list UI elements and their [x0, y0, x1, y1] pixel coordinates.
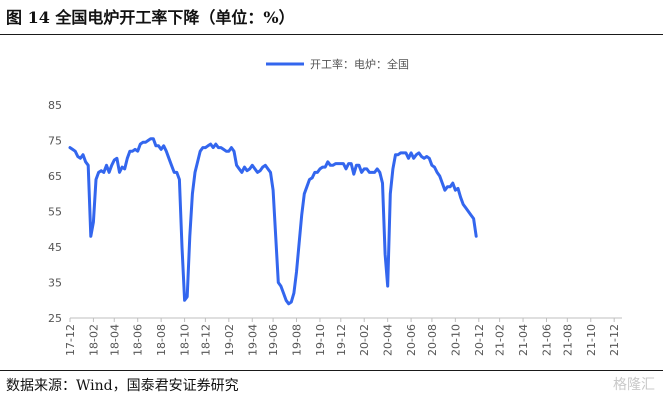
- x-tick-label: 19-06: [267, 324, 280, 356]
- y-tick-label: 65: [48, 170, 62, 183]
- x-tick-label: 17-12: [64, 324, 77, 356]
- y-tick-label: 55: [48, 206, 62, 219]
- x-tick-label: 20-04: [382, 324, 395, 356]
- x-tick-label: 21-08: [561, 324, 574, 356]
- y-tick-label: 35: [48, 277, 62, 290]
- x-tick-label: 21-12: [608, 324, 621, 356]
- bottom-rule: [0, 370, 663, 371]
- x-tick-label: 18-02: [87, 324, 100, 356]
- x-tick-label: 21-06: [540, 324, 553, 356]
- source-note: 数据来源：Wind，国泰君安证券研究: [6, 378, 239, 394]
- x-tick-label: 19-08: [291, 324, 304, 356]
- x-tick-label: 20-06: [405, 324, 418, 356]
- legend: 开工率：电炉：全国: [266, 57, 409, 71]
- x-tick-label: 20-12: [473, 324, 486, 356]
- watermark-logo: 格隆汇: [613, 377, 655, 393]
- x-tick-label: 19-12: [335, 324, 348, 356]
- y-axis: 25 35 45 55 65 75 85: [48, 99, 62, 325]
- x-tick-label: 18-06: [132, 324, 145, 356]
- top-rule: [0, 34, 663, 35]
- x-tick-label: 20-08: [426, 324, 439, 356]
- y-tick-label: 75: [48, 135, 62, 148]
- y-tick-label: 85: [48, 99, 62, 112]
- y-tick-label: 25: [48, 312, 62, 325]
- x-tick-label: 19-10: [314, 324, 327, 356]
- x-tick-label: 21-04: [517, 324, 530, 356]
- plot-area: [68, 137, 478, 306]
- y-tick-label: 45: [48, 241, 62, 254]
- x-tick-label: 19-02: [223, 324, 236, 356]
- series-line-0: [68, 137, 478, 306]
- x-tick-label: 18-04: [108, 324, 121, 356]
- x-tick-label: 21-02: [494, 324, 507, 356]
- x-axis: 17-12 18-02 18-04 18-06 18-08 18-10 18-12 19-02…: [64, 317, 622, 356]
- x-tick-label: 20-10: [449, 324, 462, 356]
- x-tick-label: 20-02: [358, 324, 371, 356]
- figure-title: 图 14 全国电炉开工率下降（单位：%）: [6, 8, 295, 27]
- x-tick-label: 18-10: [179, 324, 192, 356]
- x-tick-label: 21-10: [585, 324, 598, 356]
- legend-label: 开工率：电炉：全国: [310, 57, 409, 71]
- x-tick-label: 19-04: [246, 324, 259, 356]
- x-tick-label: 18-08: [155, 324, 168, 356]
- x-tick-label: 18-12: [199, 324, 212, 356]
